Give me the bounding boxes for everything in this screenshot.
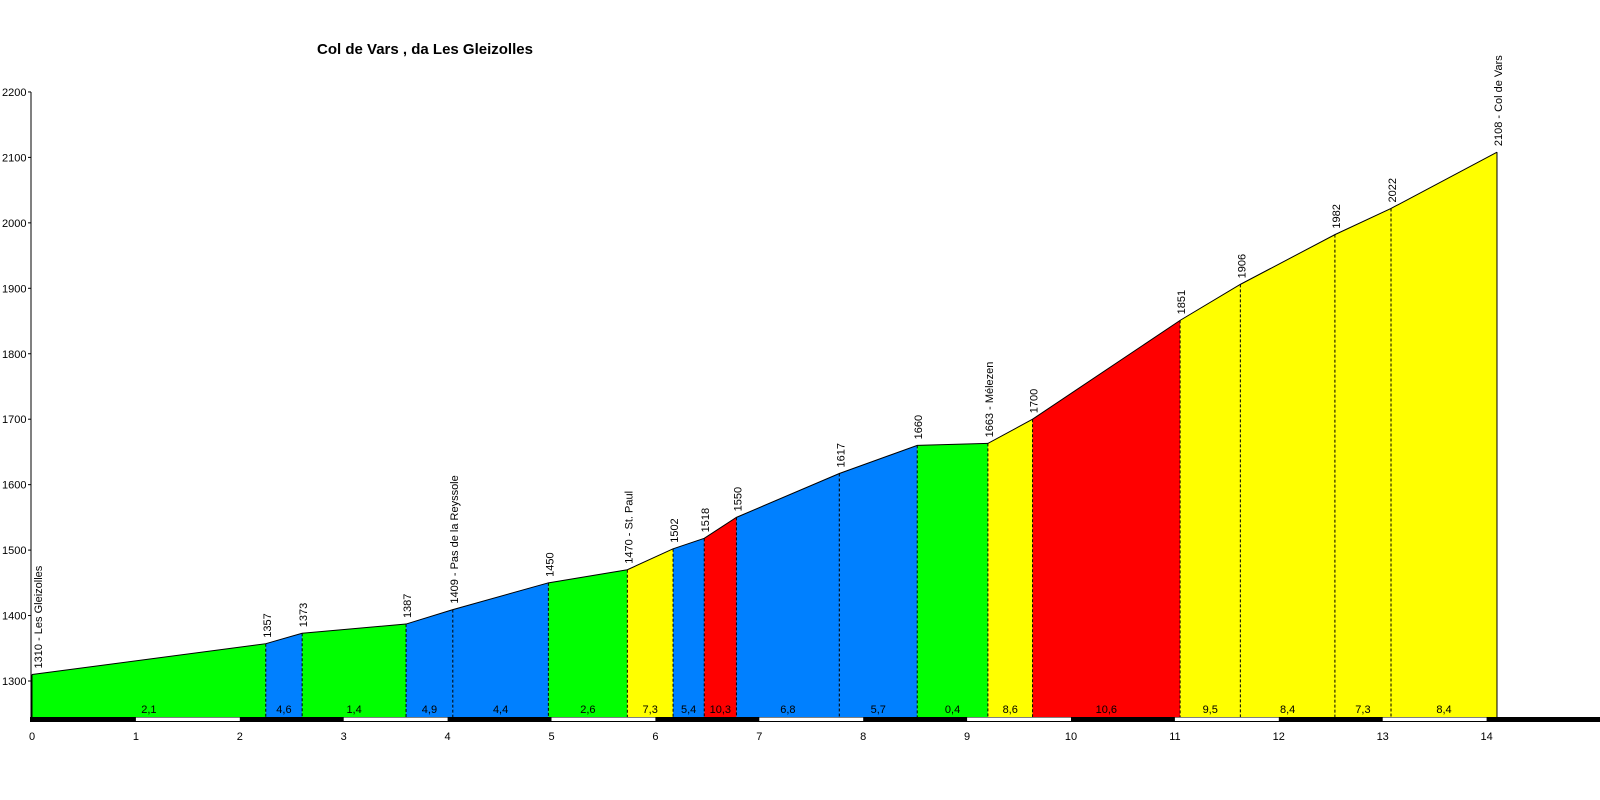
km-block [551, 717, 656, 721]
gradient-label: 8,4 [1436, 704, 1451, 716]
waypoint-label: 1450 [544, 552, 556, 576]
x-tick-label: 11 [1169, 731, 1180, 743]
segment-area [839, 445, 918, 717]
segment-area [548, 569, 628, 717]
gradient-label: 4,4 [493, 704, 508, 716]
chart-title: Col de Vars , da Les Gleizolles [317, 41, 533, 58]
y-tick-label: 1900 [2, 283, 26, 295]
x-tick-label: 4 [445, 731, 451, 743]
x-tick-label: 0 [29, 731, 35, 743]
waypoint-label: 1387 [402, 594, 414, 618]
km-block [967, 717, 1071, 721]
y-tick-label: 1700 [2, 414, 26, 426]
y-tick-label: 1800 [2, 349, 26, 361]
segment-area [1334, 208, 1392, 718]
waypoint-label: 1663 - Mélezen [984, 362, 996, 438]
waypoint-label: 1906 [1236, 254, 1248, 278]
waypoint-labels: 1310 - Les Gleizolles 1357 1373 1387 1409 - … [33, 55, 1505, 669]
x-axis: 0 1 2 3 4 5 6 7 8 9 10 11 12 13 14 [29, 731, 1493, 743]
gradient-label: 10,3 [710, 704, 731, 716]
y-tick-label: 1600 [2, 480, 26, 492]
x-tick-label: 2 [237, 731, 243, 743]
y-axis: 1300 1400 1500 1600 1700 1800 1900 2000 2100 2200 [2, 87, 32, 717]
x-tick-label: 3 [341, 731, 347, 743]
segment-area [32, 643, 266, 717]
km-block [1382, 717, 1487, 721]
waypoint-label: 2108 - Col de Vars [1493, 55, 1505, 146]
segment-area [265, 633, 303, 717]
waypoint-label: 1502 [669, 518, 681, 542]
waypoint-label: 1409 - Pas de la Reyssole [449, 475, 461, 603]
waypoint-label: 1357 [262, 613, 274, 637]
segment-area [406, 609, 453, 717]
gradient-label: 5,4 [681, 704, 696, 716]
km-block [135, 717, 240, 721]
gradient-label: 2,6 [580, 704, 595, 716]
segment-area [1032, 320, 1181, 717]
x-tick-label: 14 [1480, 731, 1492, 743]
y-tick-label: 2000 [2, 218, 26, 230]
segment-area [627, 548, 674, 717]
waypoint-label: 2022 [1387, 178, 1399, 202]
waypoint-label: 1310 - Les Gleizolles [33, 565, 45, 668]
gradient-label: 8,4 [1280, 704, 1295, 716]
x-tick-label: 5 [548, 731, 554, 743]
waypoint-label: 1851 [1176, 290, 1188, 314]
waypoint-label: 1700 [1029, 389, 1041, 413]
x-tick-label: 8 [860, 731, 866, 743]
x-tick-label: 1 [133, 731, 139, 743]
gradient-label: 4,9 [422, 704, 437, 716]
gradient-label: 2,1 [141, 704, 156, 716]
km-block [1174, 717, 1279, 721]
segment-area [987, 419, 1033, 717]
x-tick-label: 12 [1273, 731, 1285, 743]
segment-area [1391, 152, 1497, 717]
segment-area [1180, 284, 1241, 717]
waypoint-label: 1982 [1331, 204, 1343, 228]
gradient-label: 6,8 [780, 704, 795, 716]
y-tick-label: 1400 [2, 611, 26, 623]
segment-area [302, 624, 407, 717]
segment-dividers [265, 208, 1392, 717]
y-tick-label: 2200 [2, 87, 26, 99]
x-tick-label: 6 [652, 731, 658, 743]
waypoint-label: 1470 - St. Paul [623, 491, 635, 564]
gradient-label: 7,3 [643, 704, 658, 716]
km-block [343, 717, 448, 721]
gradient-label: 5,7 [871, 704, 886, 716]
waypoint-label: 1373 [298, 603, 310, 627]
km-block [759, 717, 864, 721]
segment-area [1240, 234, 1335, 718]
x-tick-label: 7 [756, 731, 762, 743]
waypoint-label: 1550 [732, 487, 744, 511]
x-tick-label: 13 [1377, 731, 1389, 743]
profile-line [31, 151, 1498, 675]
segment-area [673, 538, 705, 717]
x-tick-label: 9 [964, 731, 970, 743]
y-tick-label: 1500 [2, 545, 26, 557]
gradient-label: 4,6 [276, 704, 291, 716]
y-tick-label: 2100 [2, 152, 26, 164]
segment-area [704, 517, 737, 717]
waypoint-label: 1617 [835, 443, 847, 467]
y-tick-label: 1300 [2, 676, 26, 688]
distance-baseline [30, 717, 1600, 722]
gradient-label: 1,4 [346, 704, 361, 716]
gradient-label: 7,3 [1355, 704, 1370, 716]
segment-area [452, 582, 549, 717]
profile-areas [32, 152, 1497, 718]
segment-area [917, 443, 988, 717]
profile-outline [31, 151, 1498, 717]
gradient-label: 8,6 [1003, 704, 1018, 716]
gradient-label: 0,4 [945, 704, 960, 716]
gradient-label: 9,5 [1203, 704, 1218, 716]
gradient-labels: 2,1 4,6 1,4 4,9 4,4 2,6 7,3 5,4 10,3 6,8 5,7 0,4 8,6… [141, 704, 1451, 716]
x-tick-label: 10 [1065, 731, 1077, 743]
waypoint-label: 1660 [913, 415, 925, 439]
waypoint-label: 1518 [700, 508, 712, 532]
segment-area [736, 473, 840, 717]
gradient-label: 10,6 [1096, 704, 1117, 716]
